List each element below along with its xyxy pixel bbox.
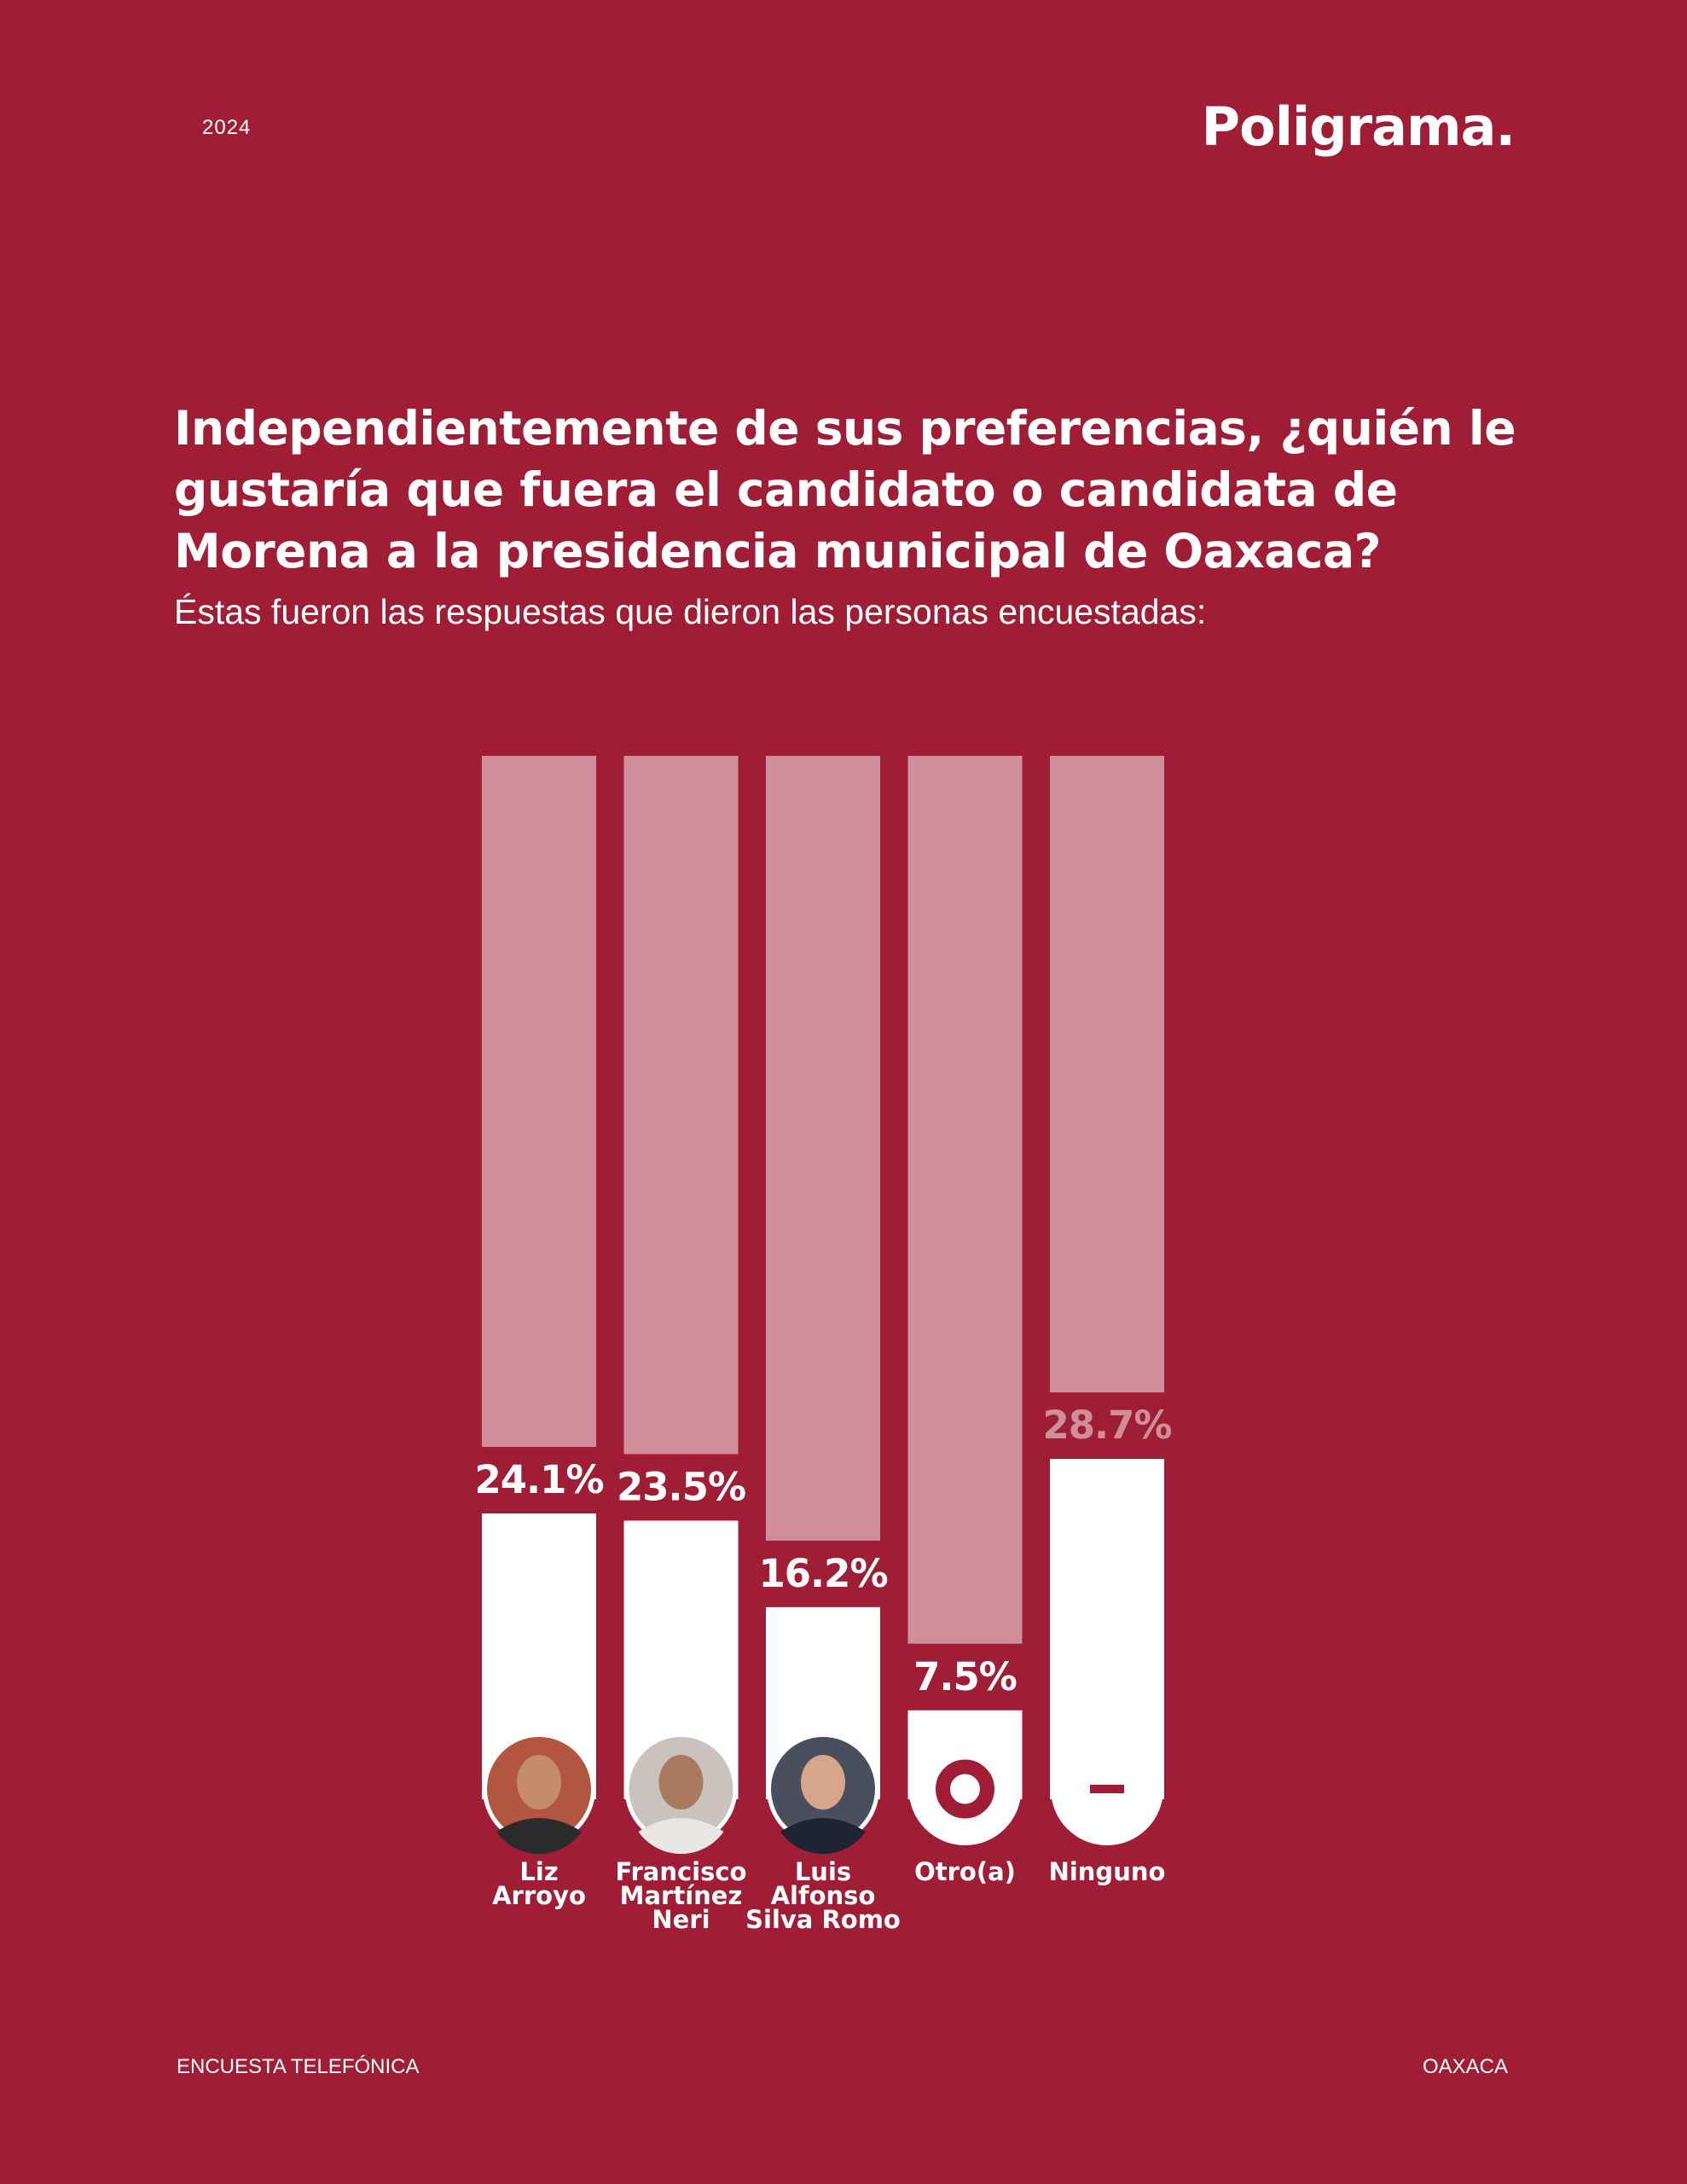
value-label: 24.1% bbox=[474, 1457, 603, 1502]
value-label: 16.2% bbox=[758, 1551, 887, 1596]
avatar-body bbox=[496, 1818, 582, 1855]
avatar-face bbox=[517, 1755, 561, 1809]
icon-none bbox=[1090, 1785, 1124, 1793]
category-label: Ninguno bbox=[1048, 1857, 1166, 1886]
chart-subtitle: Éstas fueron las respuestas que dieron l… bbox=[174, 592, 1207, 631]
value-label: 23.5% bbox=[617, 1464, 745, 1509]
category-label: Luis Alfonso Silva Romo bbox=[745, 1857, 901, 1934]
avatar-body bbox=[780, 1818, 866, 1855]
value-label: 7.5% bbox=[913, 1654, 1017, 1699]
avatar-body bbox=[638, 1818, 724, 1855]
footer-left: ENCUESTA TELEFÓNICA bbox=[177, 2055, 420, 2078]
avatar-face bbox=[658, 1755, 704, 1809]
value-label: 28.7% bbox=[1042, 1403, 1171, 1448]
chart-title: Independientemente de sus preferencias, … bbox=[174, 401, 1516, 578]
bar-track bbox=[907, 756, 1023, 1644]
bar-track bbox=[482, 756, 596, 1448]
category-label: Liz Arroyo bbox=[492, 1857, 586, 1910]
bar-track bbox=[766, 756, 880, 1541]
brand-logo: Poligrama. bbox=[1201, 96, 1516, 158]
footer-right: OAXACA bbox=[1422, 2055, 1508, 2078]
bar-track bbox=[623, 756, 739, 1455]
bar-track bbox=[1050, 756, 1164, 1393]
year: 2024 bbox=[202, 116, 252, 139]
category-label: Francisco Martínez Neri bbox=[615, 1857, 747, 1934]
avatar-face bbox=[801, 1755, 845, 1809]
avatar-border bbox=[908, 1733, 1022, 1845]
icon-other bbox=[936, 1759, 994, 1819]
category-label: Otro(a) bbox=[914, 1857, 1016, 1886]
